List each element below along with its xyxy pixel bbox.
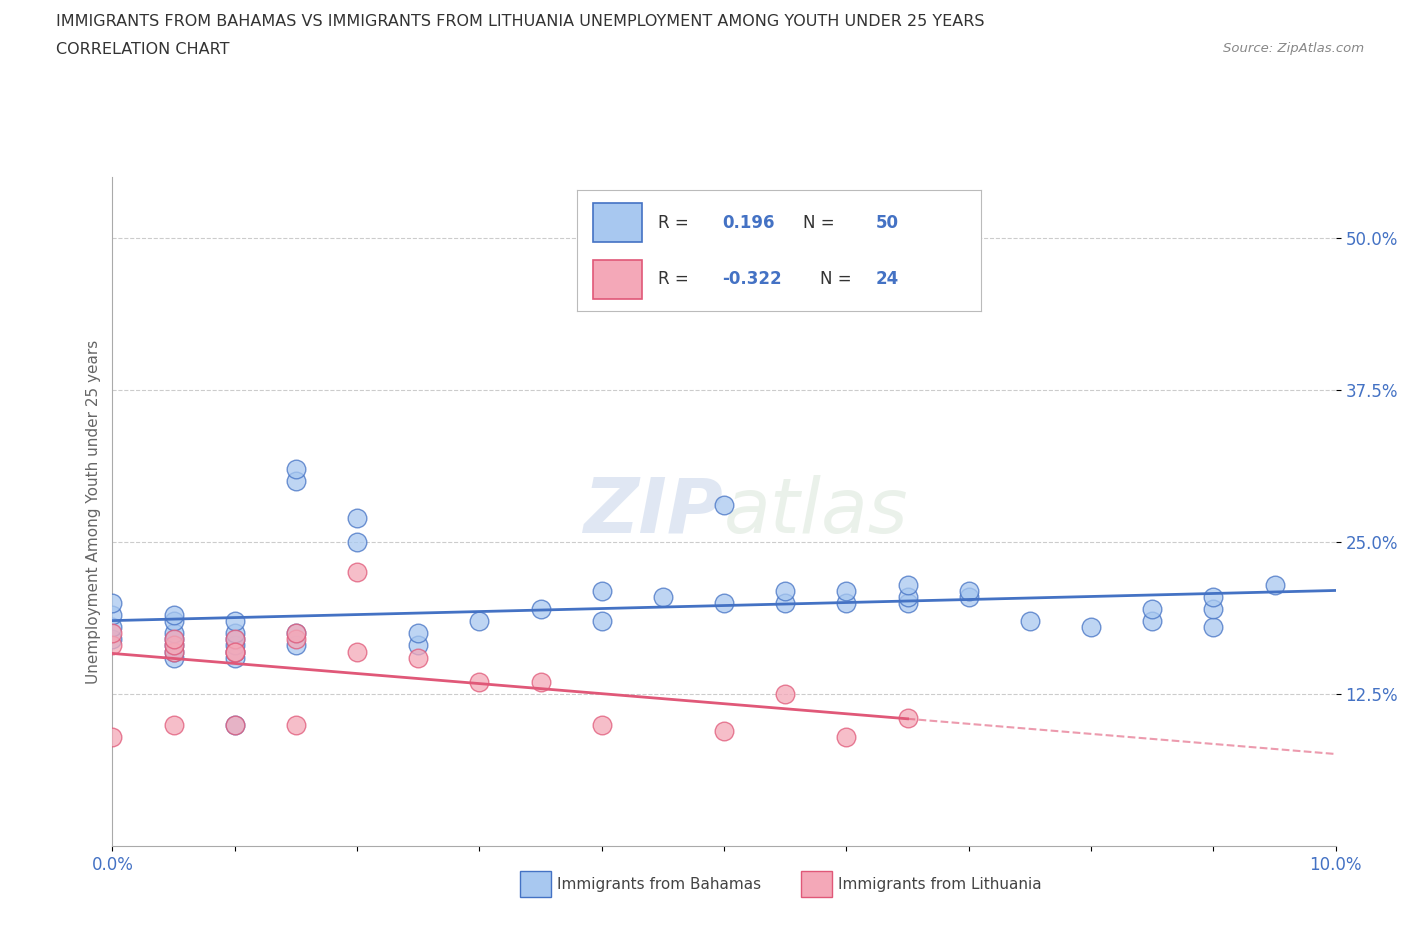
- Point: [163, 650, 186, 665]
- Text: IMMIGRANTS FROM BAHAMAS VS IMMIGRANTS FROM LITHUANIA UNEMPLOYMENT AMONG YOUTH UN: IMMIGRANTS FROM BAHAMAS VS IMMIGRANTS FR…: [56, 14, 984, 29]
- Point: [1142, 602, 1164, 617]
- Text: CORRELATION CHART: CORRELATION CHART: [56, 42, 229, 57]
- Point: [652, 590, 675, 604]
- Point: [224, 626, 246, 641]
- Point: [1264, 578, 1286, 592]
- Point: [591, 717, 613, 732]
- Point: [101, 631, 124, 646]
- Text: ZIP: ZIP: [585, 474, 724, 549]
- Text: Immigrants from Lithuania: Immigrants from Lithuania: [838, 877, 1042, 892]
- Point: [346, 644, 368, 659]
- Point: [1018, 614, 1040, 629]
- Point: [224, 644, 246, 659]
- Point: [163, 607, 186, 622]
- Point: [835, 729, 858, 744]
- Point: [530, 674, 553, 689]
- Point: [1202, 619, 1225, 634]
- Point: [468, 674, 491, 689]
- Point: [101, 607, 124, 622]
- Point: [224, 614, 246, 629]
- Point: [284, 626, 308, 641]
- Text: Immigrants from Bahamas: Immigrants from Bahamas: [557, 877, 761, 892]
- Point: [284, 638, 308, 653]
- Point: [224, 631, 246, 646]
- Point: [284, 461, 308, 476]
- Point: [468, 614, 491, 629]
- Point: [897, 578, 920, 592]
- Point: [284, 626, 308, 641]
- Point: [224, 650, 246, 665]
- Point: [591, 614, 613, 629]
- Point: [775, 595, 797, 610]
- Point: [163, 631, 186, 646]
- Point: [1142, 614, 1164, 629]
- Point: [897, 590, 920, 604]
- Point: [713, 724, 735, 738]
- Point: [224, 638, 246, 653]
- Text: Source: ZipAtlas.com: Source: ZipAtlas.com: [1223, 42, 1364, 55]
- Point: [101, 638, 124, 653]
- Point: [101, 729, 124, 744]
- Point: [775, 686, 797, 701]
- Point: [284, 631, 308, 646]
- Point: [346, 565, 368, 579]
- Point: [163, 717, 186, 732]
- Point: [530, 602, 553, 617]
- Point: [163, 638, 186, 653]
- Point: [163, 631, 186, 646]
- Point: [163, 644, 186, 659]
- Point: [1202, 590, 1225, 604]
- Point: [163, 626, 186, 641]
- Point: [101, 595, 124, 610]
- Point: [835, 595, 858, 610]
- Point: [713, 595, 735, 610]
- Point: [284, 473, 308, 488]
- Point: [408, 650, 430, 665]
- Point: [1080, 619, 1102, 634]
- Point: [163, 638, 186, 653]
- Point: [224, 644, 246, 659]
- Point: [957, 590, 980, 604]
- Point: [101, 619, 124, 634]
- Point: [224, 717, 246, 732]
- Point: [775, 583, 797, 598]
- Text: atlas: atlas: [724, 474, 908, 549]
- Point: [957, 583, 980, 598]
- Point: [224, 644, 246, 659]
- Point: [284, 717, 308, 732]
- Point: [713, 498, 735, 512]
- Point: [163, 644, 186, 659]
- Point: [224, 717, 246, 732]
- Point: [897, 711, 920, 726]
- Point: [346, 511, 368, 525]
- Point: [897, 595, 920, 610]
- Point: [163, 614, 186, 629]
- Point: [591, 583, 613, 598]
- Point: [101, 626, 124, 641]
- Point: [408, 626, 430, 641]
- Point: [224, 631, 246, 646]
- Point: [835, 583, 858, 598]
- Y-axis label: Unemployment Among Youth under 25 years: Unemployment Among Youth under 25 years: [86, 339, 101, 684]
- Point: [408, 638, 430, 653]
- Point: [346, 535, 368, 550]
- Point: [1202, 602, 1225, 617]
